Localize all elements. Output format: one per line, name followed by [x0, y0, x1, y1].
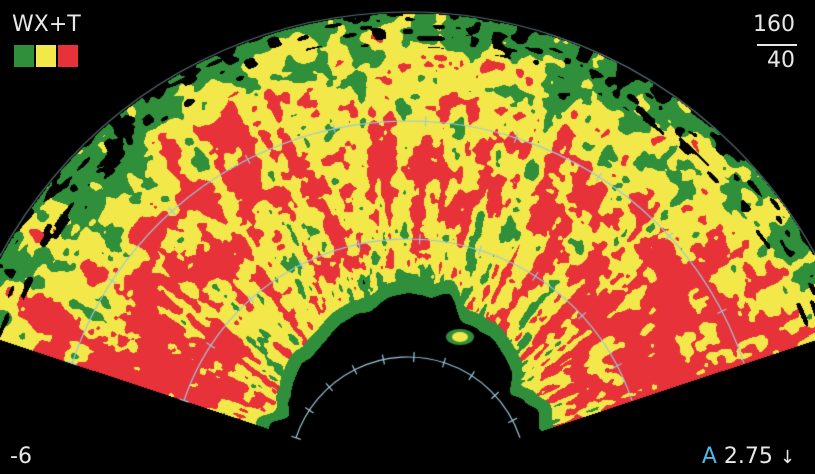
antenna-status: A 2.75 ↓ — [702, 446, 795, 468]
legend-yellow-swatch — [36, 45, 56, 67]
legend-green-swatch — [14, 45, 34, 67]
down-arrow-icon: ↓ — [779, 447, 795, 468]
antenna-mode-letter: A — [701, 444, 717, 469]
tilt-value[interactable]: -6 — [10, 444, 32, 469]
range-ring-label: 40 — [767, 48, 795, 73]
legend-red-swatch — [58, 45, 78, 67]
intensity-legend — [14, 45, 78, 67]
range-max-label[interactable]: 160 — [753, 12, 795, 37]
antenna-value: 2.75 — [723, 444, 773, 469]
range-divider — [757, 44, 797, 46]
mode-label: WX+T — [12, 12, 81, 37]
